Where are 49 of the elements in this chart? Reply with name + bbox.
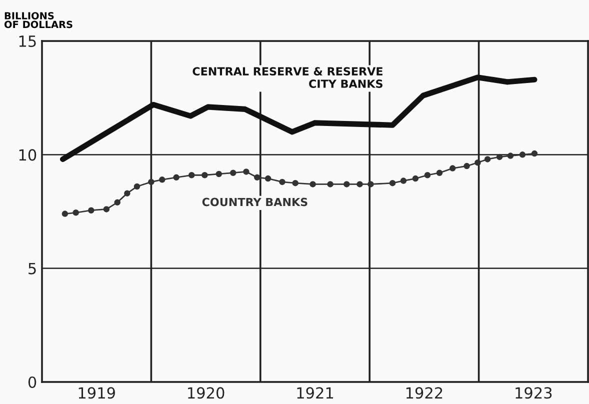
point bbox=[114, 199, 120, 206]
point bbox=[389, 180, 396, 186]
point bbox=[254, 174, 260, 181]
x-tick-label: 1920 bbox=[188, 387, 224, 399]
point bbox=[519, 152, 526, 158]
y-tick-label: 10 bbox=[19, 149, 36, 161]
y-axis-title: BILLIONS OF DOLLARS bbox=[4, 12, 72, 28]
point bbox=[474, 160, 481, 166]
point bbox=[507, 152, 514, 159]
point bbox=[400, 178, 407, 184]
point bbox=[188, 172, 195, 178]
point bbox=[62, 210, 68, 217]
point bbox=[531, 150, 538, 157]
point bbox=[356, 181, 363, 188]
x-tick-label: 1923 bbox=[516, 387, 552, 399]
point bbox=[344, 181, 350, 188]
point bbox=[327, 181, 334, 188]
text: CENTRAL RESERVE & RESERVE CITY BANKS bbox=[192, 67, 382, 88]
point bbox=[72, 210, 79, 216]
point bbox=[368, 181, 374, 188]
point bbox=[88, 207, 94, 214]
point bbox=[464, 162, 470, 170]
point bbox=[484, 156, 491, 162]
series-label: COUNTRY BANKS bbox=[202, 198, 308, 206]
point bbox=[412, 175, 419, 182]
point bbox=[202, 172, 208, 178]
point bbox=[449, 165, 456, 172]
y-tick-label: 5 bbox=[28, 263, 36, 274]
x-tick-label: 1921 bbox=[297, 387, 334, 399]
point bbox=[264, 175, 272, 182]
x-tick-label: 1922 bbox=[406, 387, 442, 399]
point bbox=[496, 154, 503, 160]
point bbox=[292, 180, 298, 186]
point bbox=[158, 176, 166, 183]
point bbox=[173, 174, 180, 181]
point bbox=[424, 172, 431, 178]
y-tick-label: 15 bbox=[19, 36, 36, 48]
point bbox=[134, 183, 140, 190]
point bbox=[279, 178, 286, 186]
point bbox=[243, 168, 250, 175]
point bbox=[230, 170, 236, 176]
point bbox=[216, 170, 222, 178]
point bbox=[103, 206, 110, 212]
point bbox=[124, 190, 130, 196]
point bbox=[148, 178, 154, 186]
x-tick-label: 1919 bbox=[78, 387, 115, 399]
y-tick-label: 0 bbox=[28, 376, 36, 388]
point bbox=[310, 181, 316, 188]
point bbox=[436, 170, 443, 176]
